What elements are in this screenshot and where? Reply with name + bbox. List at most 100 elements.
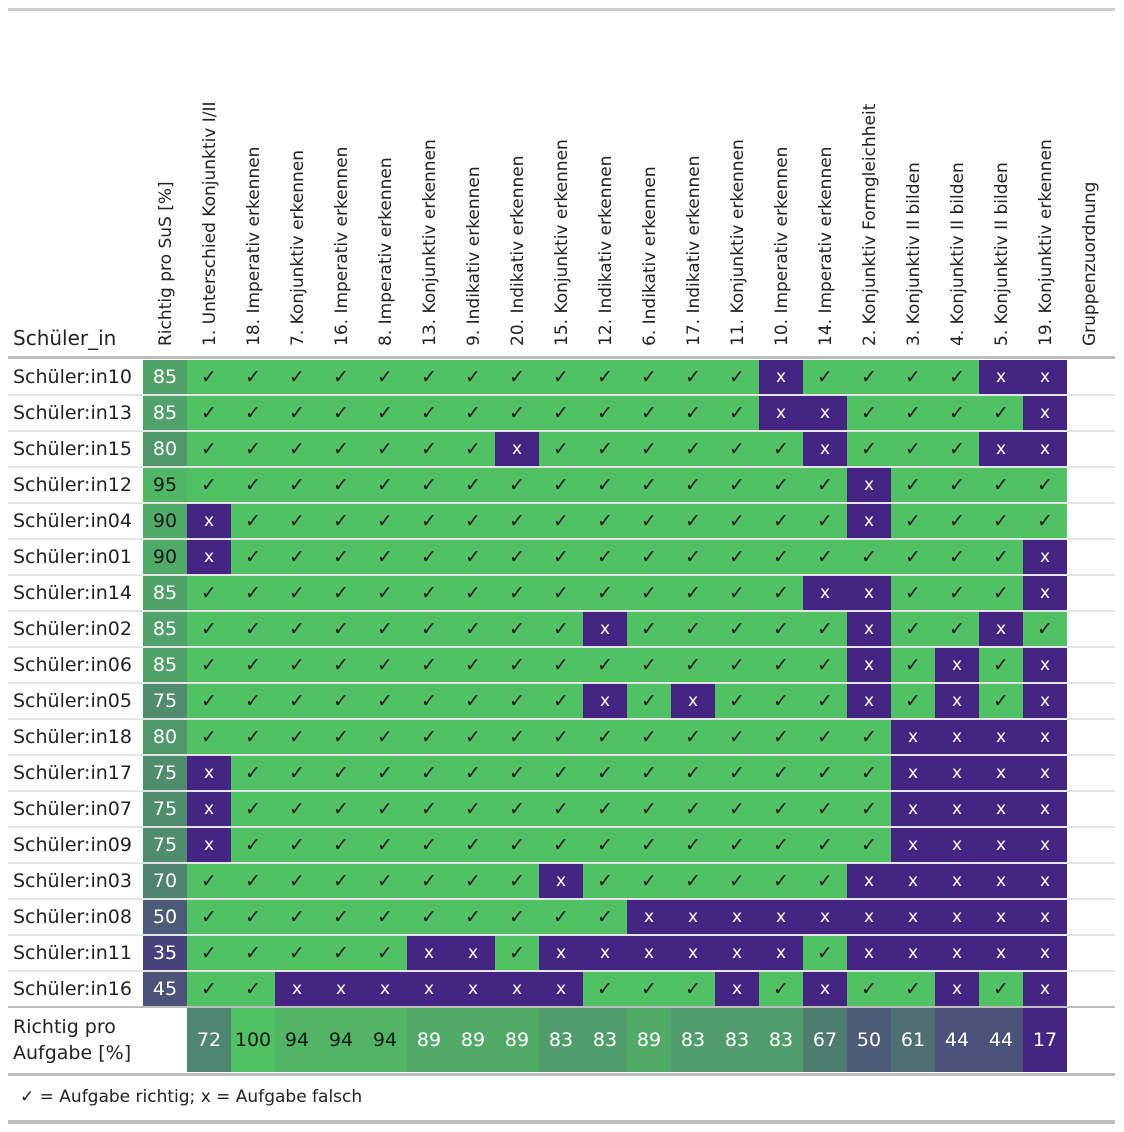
correct-mark: ✓ [407, 576, 451, 610]
correct-mark: ✓ [539, 720, 583, 754]
wrong-mark: x [935, 972, 979, 1006]
correct-mark: ✓ [407, 828, 451, 862]
correct-mark: ✓ [847, 828, 891, 862]
correct-mark: ✓ [803, 684, 847, 718]
row-divider [8, 718, 1115, 720]
correct-mark: ✓ [275, 756, 319, 790]
correct-mark: ✓ [891, 468, 935, 502]
student-name: Schüler:in18 [13, 726, 132, 748]
correct-mark: ✓ [935, 360, 979, 394]
correct-mark: ✓ [715, 864, 759, 898]
correct-mark: ✓ [715, 612, 759, 646]
correct-mark: ✓ [495, 468, 539, 502]
wrong-mark: x [979, 900, 1023, 934]
correct-mark: ✓ [891, 684, 935, 718]
student-score: 35 [143, 936, 187, 970]
task-percent: 83 [715, 1008, 759, 1072]
correct-mark: ✓ [847, 540, 891, 574]
task-percent: 83 [759, 1008, 803, 1072]
table-row: Schüler:in08 50 ✓ ✓ ✓ ✓ ✓ ✓ ✓ ✓ ✓ ✓ x x x x x x x x x x [0, 900, 1124, 936]
task-percent: 89 [451, 1008, 495, 1072]
correct-mark: ✓ [231, 612, 275, 646]
wrong-mark: x [891, 900, 935, 934]
wrong-mark: x [759, 396, 803, 430]
student-score: 75 [143, 756, 187, 790]
table-row: Schüler:in10 85 ✓ ✓ ✓ ✓ ✓ ✓ ✓ ✓ ✓ ✓ ✓ ✓ ✓ x ✓ ✓ ✓ ✓ x x [0, 360, 1124, 396]
student-name: Schüler:in06 [13, 654, 132, 676]
wrong-mark: x [891, 792, 935, 826]
correct-mark: ✓ [671, 504, 715, 538]
correct-mark: ✓ [231, 468, 275, 502]
task-percent: 61 [891, 1008, 935, 1072]
correct-mark: ✓ [451, 756, 495, 790]
correct-mark: ✓ [847, 792, 891, 826]
correct-mark: ✓ [451, 864, 495, 898]
row-divider [8, 394, 1115, 396]
column-header-task-10: 12. Indikativ erkennen [596, 155, 616, 347]
correct-mark: ✓ [891, 360, 935, 394]
correct-mark: ✓ [319, 576, 363, 610]
column-header-score: Richtig pro SuS [%] [156, 181, 176, 346]
correct-mark: ✓ [891, 576, 935, 610]
correct-mark: ✓ [275, 900, 319, 934]
wrong-mark: x [495, 432, 539, 466]
wrong-mark: x [759, 936, 803, 970]
correct-mark: ✓ [759, 864, 803, 898]
correct-mark: ✓ [363, 576, 407, 610]
correct-mark: ✓ [187, 468, 231, 502]
wrong-mark: x [539, 936, 583, 970]
correct-mark: ✓ [539, 540, 583, 574]
correct-mark: ✓ [231, 720, 275, 754]
correct-mark: ✓ [671, 432, 715, 466]
correct-mark: ✓ [715, 504, 759, 538]
correct-mark: ✓ [847, 756, 891, 790]
wrong-mark: x [1023, 540, 1067, 574]
correct-mark: ✓ [979, 468, 1023, 502]
wrong-mark: x [935, 648, 979, 682]
legend-note: ✓ = Aufgabe richtig; x = Aufgabe falsch [20, 1087, 363, 1107]
wrong-mark: x [495, 972, 539, 1006]
wrong-mark: x [803, 972, 847, 1006]
table-footer: Richtig pro Aufgabe [%] 72 100 94 94 94 89 89 8… [0, 1008, 1124, 1072]
wrong-mark: x [715, 936, 759, 970]
correct-mark: ✓ [407, 720, 451, 754]
correct-mark: ✓ [363, 468, 407, 502]
table-row: Schüler:in11 35 ✓ ✓ ✓ ✓ ✓ x x ✓ x x x x x x ✓ x x x x x [0, 936, 1124, 972]
wrong-mark: x [935, 864, 979, 898]
student-name: Schüler:in16 [13, 978, 132, 1000]
correct-mark: ✓ [495, 828, 539, 862]
wrong-mark: x [451, 936, 495, 970]
correct-mark: ✓ [495, 864, 539, 898]
wrong-mark: x [1023, 576, 1067, 610]
column-header-task-15: 14. Imperativ erkennen [816, 146, 836, 346]
correct-mark: ✓ [319, 468, 363, 502]
correct-mark: ✓ [231, 648, 275, 682]
correct-mark: ✓ [451, 468, 495, 502]
wrong-mark: x [979, 936, 1023, 970]
wrong-mark: x [891, 864, 935, 898]
correct-mark: ✓ [1023, 468, 1067, 502]
correct-mark: ✓ [539, 396, 583, 430]
top-rule [8, 8, 1115, 11]
correct-mark: ✓ [935, 432, 979, 466]
correct-mark: ✓ [275, 612, 319, 646]
correct-mark: ✓ [187, 900, 231, 934]
correct-mark: ✓ [803, 792, 847, 826]
wrong-mark: x [1023, 684, 1067, 718]
table-row: Schüler:in13 85 ✓ ✓ ✓ ✓ ✓ ✓ ✓ ✓ ✓ ✓ ✓ ✓ ✓ x x ✓ ✓ ✓ ✓ x [0, 396, 1124, 432]
correct-mark: ✓ [407, 864, 451, 898]
table-row: Schüler:in18 80 ✓ ✓ ✓ ✓ ✓ ✓ ✓ ✓ ✓ ✓ ✓ ✓ ✓ ✓ ✓ ✓ x x x x [0, 720, 1124, 756]
correct-mark: ✓ [275, 540, 319, 574]
correct-mark: ✓ [319, 828, 363, 862]
correct-mark: ✓ [451, 396, 495, 430]
correct-mark: ✓ [319, 504, 363, 538]
correct-mark: ✓ [847, 972, 891, 1006]
correct-mark: ✓ [583, 720, 627, 754]
column-header-task-17: 3. Konjunktiv II bilden [904, 162, 924, 346]
correct-mark: ✓ [891, 396, 935, 430]
correct-mark: ✓ [803, 648, 847, 682]
wrong-mark: x [187, 828, 231, 862]
wrong-mark: x [979, 360, 1023, 394]
wrong-mark: x [891, 720, 935, 754]
row-divider [8, 682, 1115, 684]
